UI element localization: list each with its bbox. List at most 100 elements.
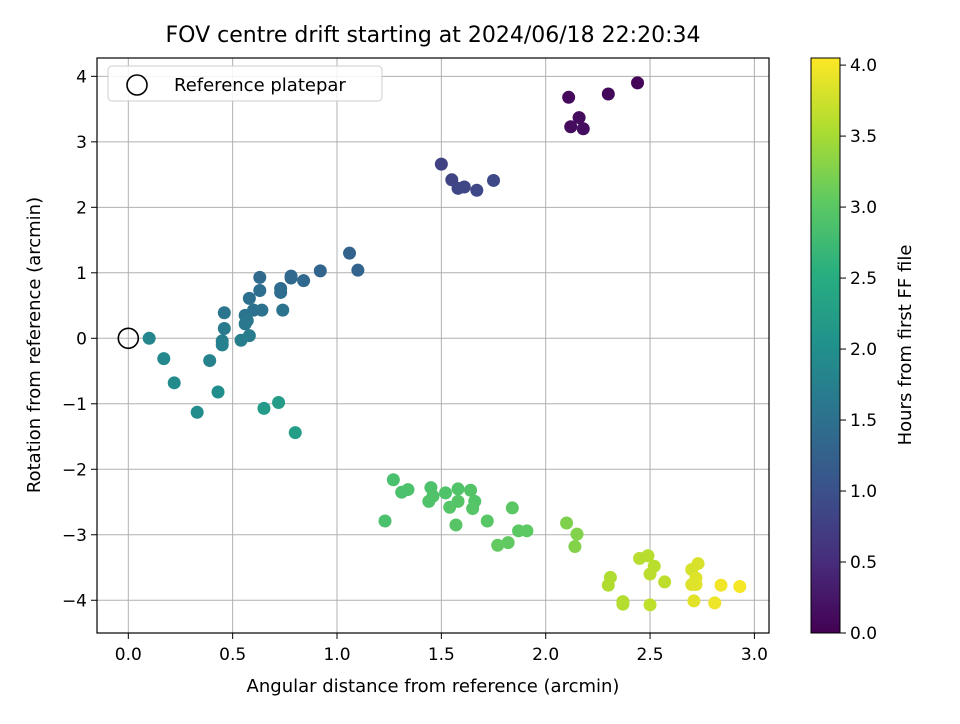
y-tick-label: 1 [76, 264, 87, 284]
legend-entry: Reference platepar [174, 75, 346, 96]
y-tick-label: −2 [62, 460, 87, 480]
data-point [457, 180, 471, 194]
data-point [253, 270, 267, 284]
data-point [234, 333, 248, 347]
y-axis-ticks: −4 −3 −2 −1 0 1 2 3 4 [62, 67, 97, 611]
data-point [276, 303, 290, 317]
data-point [601, 87, 615, 101]
data-point [708, 596, 722, 610]
data-point [480, 514, 494, 528]
colorbar-tick-label: 0.0 [850, 624, 877, 644]
data-point [443, 500, 457, 514]
grid [97, 58, 769, 633]
data-point [451, 482, 465, 496]
data-point [190, 405, 204, 419]
data-point [689, 578, 703, 592]
data-point [422, 494, 436, 508]
data-point [255, 303, 269, 317]
data-point [217, 306, 231, 320]
y-tick-label: 2 [76, 198, 87, 218]
data-point [288, 426, 302, 440]
data-point [272, 395, 286, 409]
data-point [572, 111, 586, 125]
data-point [643, 598, 657, 612]
data-point [401, 483, 415, 497]
colorbar-tick-label: 0.5 [850, 553, 877, 573]
data-point [238, 317, 252, 331]
data-point [203, 354, 217, 368]
x-tick-label: 0.0 [115, 645, 142, 665]
data-point [520, 524, 534, 538]
data-point [343, 246, 357, 260]
data-point [691, 557, 705, 571]
data-point [257, 401, 271, 415]
data-point [242, 291, 256, 305]
data-point [491, 538, 505, 552]
x-tick-label: 0.5 [219, 645, 246, 665]
data-point [714, 578, 728, 592]
x-tick-label: 2.5 [637, 645, 664, 665]
x-axis-label: Angular distance from reference (arcmin) [247, 676, 620, 697]
legend: Reference platepar [107, 65, 383, 102]
data-point [487, 173, 501, 187]
data-point [562, 90, 576, 104]
data-point [167, 376, 181, 390]
data-point [641, 549, 655, 563]
data-point [643, 567, 657, 581]
data-point [501, 536, 515, 550]
data-point [733, 580, 747, 594]
x-axis-ticks: 0.0 0.5 1.0 1.5 2.0 2.5 3.0 [115, 633, 768, 665]
data-point [576, 122, 590, 136]
y-tick-label: −4 [62, 591, 87, 611]
colorbar-tick-label: 1.0 [850, 482, 877, 502]
data-point [215, 338, 229, 352]
data-point [284, 271, 298, 285]
data-point [351, 263, 365, 277]
y-tick-label: −3 [62, 526, 87, 546]
colorbar-tick-label: 3.0 [850, 198, 877, 218]
data-point [616, 597, 630, 611]
data-point [297, 274, 311, 288]
data-point [568, 540, 582, 554]
y-tick-label: 0 [76, 329, 87, 349]
colorbar-ticks: 0.0 0.5 1.0 1.5 2.0 2.5 3.0 3.5 4.0 [840, 56, 877, 644]
data-point [449, 518, 463, 532]
data-point [470, 183, 484, 197]
colorbar-tick-label: 2.0 [850, 340, 877, 360]
data-point [386, 473, 400, 487]
data-point [157, 352, 171, 366]
colorbar-tick-label: 2.5 [850, 269, 877, 289]
data-point [631, 76, 645, 90]
x-tick-label: 1.0 [323, 645, 350, 665]
reference-point-marker [117, 327, 140, 350]
x-tick-label: 3.0 [741, 645, 768, 665]
legend-box [107, 65, 383, 102]
chart-title: FOV centre drift starting at 2024/06/18 … [166, 23, 701, 48]
data-point [658, 575, 672, 589]
y-axis-label: Rotation from reference (arcmin) [24, 197, 45, 493]
data-point [505, 501, 519, 515]
data-point [217, 321, 231, 335]
plot-frame [96, 57, 770, 634]
data-point [466, 502, 480, 516]
data-points [117, 76, 747, 612]
colorbar-tick-label: 3.5 [850, 127, 877, 147]
colorbar [810, 57, 841, 634]
data-point [313, 264, 327, 278]
data-point [464, 483, 478, 497]
colorbar-tick-label: 4.0 [850, 56, 877, 76]
x-tick-label: 1.5 [428, 645, 455, 665]
data-point [570, 527, 584, 541]
legend-marker [126, 74, 148, 96]
data-point [439, 486, 453, 500]
data-point [274, 285, 288, 299]
data-point [253, 283, 267, 297]
colorbar-tick-label: 1.5 [850, 411, 877, 431]
data-point [687, 594, 701, 608]
data-point [601, 578, 615, 592]
y-tick-label: 4 [76, 67, 87, 87]
y-tick-label: −1 [62, 395, 87, 415]
data-point [378, 514, 392, 528]
